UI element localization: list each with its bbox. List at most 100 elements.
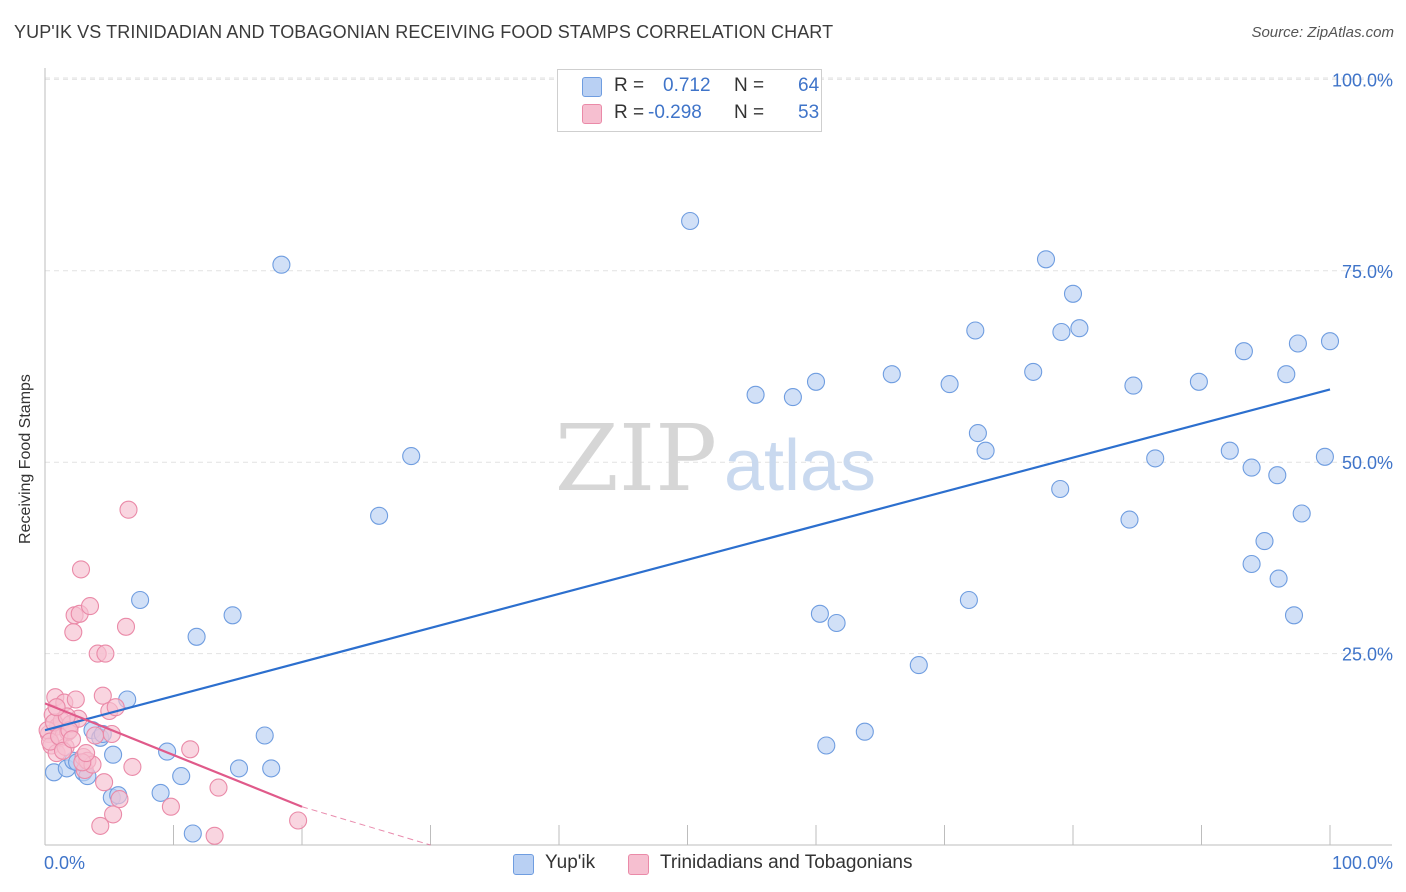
- trinidadian-trendline-extension: [301, 806, 431, 846]
- yupik-point: [1189, 372, 1208, 391]
- trinidadian-point: [77, 744, 96, 763]
- trinidadian-point: [161, 797, 180, 816]
- yupik-point: [1052, 322, 1071, 342]
- yupik-point: [262, 759, 281, 778]
- legend-n-label: N =: [734, 102, 765, 123]
- legend-r-label: R =: [614, 75, 645, 96]
- y-tick-label: 75.0%: [1342, 262, 1393, 282]
- series-swatch-pink: [628, 854, 649, 875]
- legend-r-label: R =: [614, 102, 645, 123]
- yupik-point: [959, 590, 978, 610]
- correlation-legend: R = 0.712 N = 64 R = -0.298 N = 53: [557, 69, 822, 132]
- yupik-point: [909, 656, 928, 675]
- yupik-point: [1292, 504, 1311, 523]
- grid-layer: [45, 77, 1392, 655]
- trinidadian-point: [116, 617, 136, 636]
- trinidadian-point: [110, 790, 129, 809]
- yupik-point: [1063, 284, 1083, 303]
- yupik-point: [746, 385, 765, 404]
- yupik-point: [229, 759, 249, 778]
- yupik-point: [810, 604, 829, 623]
- trinidadian-point: [71, 560, 91, 579]
- yupik-point: [223, 606, 242, 625]
- yupik-point: [370, 506, 389, 525]
- y-axis-label: Receiving Food Stamps: [17, 374, 34, 544]
- yupik-point: [1036, 250, 1056, 269]
- trinidadian-point: [289, 811, 308, 830]
- series-label-yupik: Yup'ik: [545, 852, 596, 873]
- yupik-point: [402, 447, 421, 466]
- axes-layer: [44, 68, 1392, 846]
- yupik-point: [131, 590, 150, 610]
- trinidadian-point: [123, 757, 142, 776]
- trinidadian-point: [205, 826, 224, 845]
- yupik-point: [1288, 334, 1307, 353]
- yupik-point: [1242, 458, 1261, 477]
- y-tick-label: 100.0%: [1332, 70, 1393, 90]
- yupik-point: [940, 375, 959, 394]
- trinidadian-point: [95, 773, 114, 792]
- y-tick-label: 50.0%: [1342, 453, 1393, 473]
- trinidadian-point: [66, 690, 85, 709]
- yupik-point: [1277, 365, 1296, 384]
- yupik-point: [1315, 447, 1334, 466]
- x-tick-label-min: 0.0%: [44, 853, 85, 873]
- yupik-point: [255, 726, 274, 745]
- yupik-point: [1268, 466, 1287, 485]
- yupik-point: [827, 613, 846, 633]
- yupik-point: [1320, 332, 1340, 351]
- yupik-point: [968, 424, 987, 443]
- yupik-trendline: [44, 388, 1331, 732]
- yupik-point: [1070, 319, 1089, 338]
- yupik-point: [681, 211, 700, 231]
- trinidadian-point: [119, 500, 138, 519]
- yupik-point: [1255, 532, 1274, 551]
- yupik-point: [187, 627, 206, 646]
- source-credit: Source: ZipAtlas.com: [1251, 24, 1394, 41]
- yupik-point: [1120, 510, 1139, 529]
- trinidadian-trendline: [44, 702, 303, 808]
- trinidadian-point: [62, 730, 82, 749]
- trinidadian-point: [104, 805, 123, 824]
- yupik-point: [104, 745, 123, 764]
- yupik-point: [855, 722, 874, 741]
- trinidadian-point: [64, 623, 83, 642]
- watermark-zip: ZIP: [555, 405, 717, 512]
- trinidadian-point: [93, 686, 112, 705]
- yupik-point: [882, 365, 901, 384]
- trinidadian-point: [91, 816, 110, 835]
- yupik-point: [1024, 362, 1043, 381]
- watermark-atlas: atlas: [724, 426, 876, 506]
- chart-title: YUP'IK VS TRINIDADIAN AND TOBAGONIAN REC…: [14, 22, 834, 42]
- legend-n-value: 64: [798, 75, 820, 96]
- yupik-point: [966, 321, 985, 340]
- points-layer: [38, 211, 1340, 845]
- x-tick-label-max: 100.0%: [1332, 853, 1393, 873]
- trinidadian-point: [86, 726, 105, 745]
- yupik-point: [272, 255, 291, 274]
- trend-layer: [44, 388, 1331, 846]
- yupik-point: [1242, 554, 1261, 574]
- legend-swatch-blue: [582, 77, 602, 97]
- y-tick-label: 25.0%: [1342, 645, 1393, 665]
- trinidadian-point: [181, 740, 200, 759]
- yupik-point: [1220, 441, 1239, 460]
- yupik-point: [1234, 342, 1253, 361]
- watermark: ZIP atlas: [555, 405, 876, 512]
- yupik-point: [1284, 606, 1304, 625]
- series-label-trinidadian: Trinidadians and Tobagonians: [660, 852, 913, 873]
- tick-labels: 25.0% 50.0% 75.0% 100.0% 0.0% 100.0%: [44, 70, 1393, 873]
- yupik-point: [172, 767, 191, 786]
- trinidadian-point: [80, 597, 100, 616]
- legend-r-value: 0.712: [663, 75, 711, 96]
- trinidadian-point: [209, 778, 228, 797]
- legend-swatch-pink: [582, 104, 602, 124]
- yupik-point: [183, 824, 202, 843]
- trinidadian-point: [96, 644, 115, 663]
- yupik-point: [783, 388, 802, 407]
- legend-n-label: N =: [734, 75, 765, 96]
- yupik-point: [806, 372, 826, 391]
- yupik-point: [151, 783, 170, 802]
- yupik-point: [976, 441, 995, 460]
